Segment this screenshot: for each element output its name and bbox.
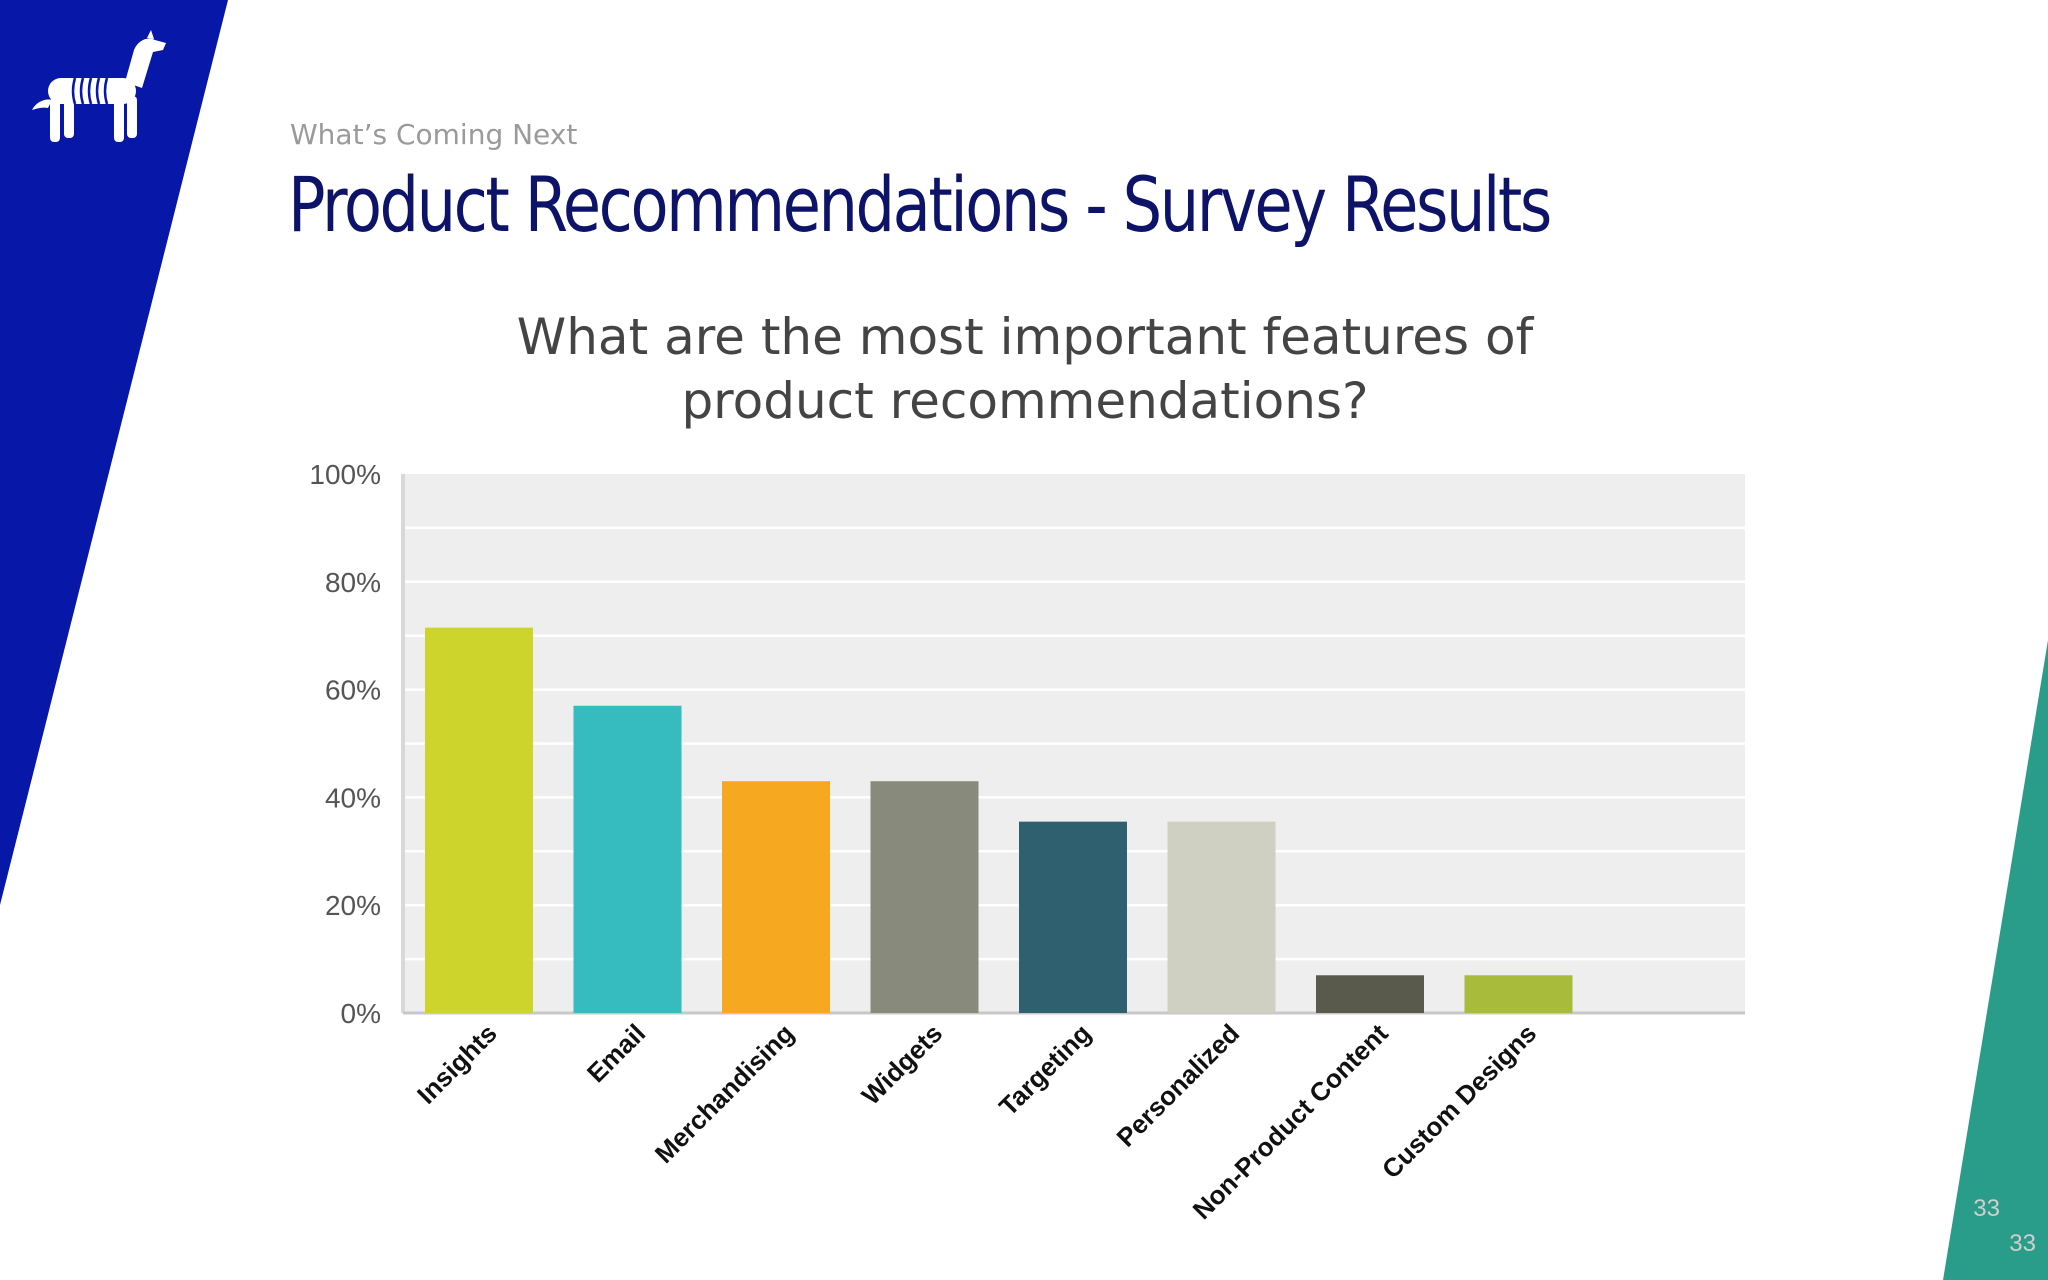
bar-custom-designs [1464, 975, 1573, 1013]
y-tick-label: 20% [325, 890, 381, 921]
x-tick-label: Targeting [993, 1018, 1097, 1122]
x-tick-label: Email [581, 1018, 651, 1088]
y-tick-label: 80% [325, 567, 381, 598]
dog-icon [32, 30, 166, 142]
y-tick-label: 0% [341, 998, 381, 1029]
question-line-2: product recommendations? [681, 372, 1369, 430]
page-number: 33 [1973, 1195, 2000, 1222]
page-number-secondary: 33 [2009, 1230, 2036, 1257]
y-tick-label: 40% [325, 782, 381, 813]
x-tick-label: Insights [411, 1018, 503, 1110]
x-tick-label: Personalized [1111, 1018, 1246, 1153]
bar-non-product-content [1316, 975, 1424, 1013]
bar-email [573, 705, 682, 1013]
x-tick-label: Custom Designs [1376, 1018, 1542, 1184]
x-tick-label: Widgets [856, 1018, 949, 1111]
survey-question: What are the most important features of … [400, 305, 1650, 433]
bar-insights [425, 627, 533, 1013]
y-tick-label: 100% [309, 460, 381, 490]
y-tick-label: 60% [325, 675, 381, 706]
bar-merchandising [722, 781, 830, 1013]
left-brand-band [0, 0, 228, 905]
section-kicker: What’s Coming Next [290, 118, 578, 151]
bar-personalized [1167, 821, 1276, 1013]
bar-widgets [870, 781, 979, 1013]
bar-chart: 0% 20% 40% 60% 80% 100% Insights EmailMerchandi… [309, 460, 1745, 1225]
question-line-1: What are the most important features of [516, 308, 1534, 366]
bar-targeting [1019, 821, 1127, 1013]
right-brand-band [1943, 640, 2048, 1280]
slide-title: Product Recommendations - Survey Results [288, 160, 1552, 249]
x-tick-label: Merchandising [649, 1018, 800, 1169]
